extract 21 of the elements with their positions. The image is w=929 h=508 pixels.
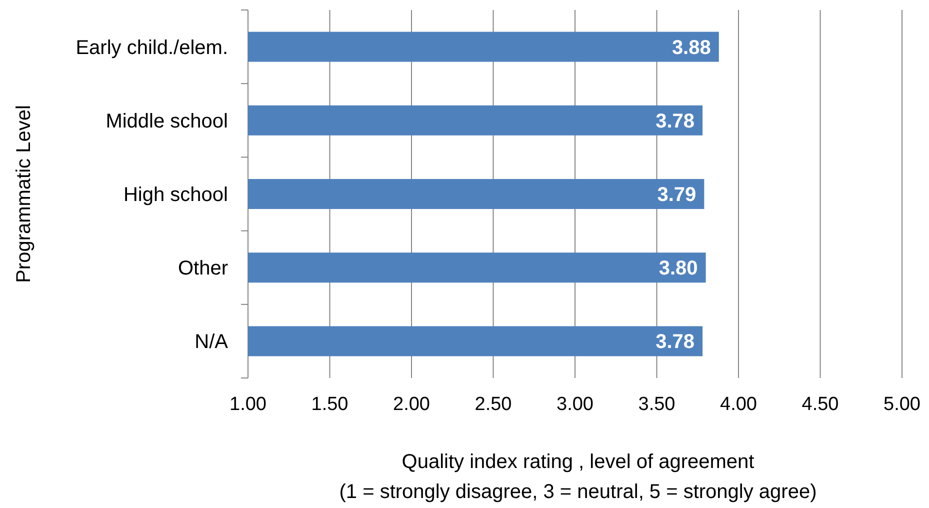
x-tick-label: 2.50 (474, 394, 512, 415)
x-tick-label: 4.00 (720, 394, 757, 415)
data-label: 3.79 (657, 184, 696, 206)
x-tick-label: 4.50 (802, 394, 839, 415)
y-tick-label: Middle school (106, 110, 228, 132)
y-tick-label: Early child./elem. (76, 36, 228, 59)
x-tick-label: 3.50 (638, 394, 676, 415)
data-label: 3.80 (658, 258, 698, 280)
data-label: 3.78 (656, 331, 695, 354)
y-tick-label: High school (123, 184, 228, 206)
x-tick-label: 1.50 (311, 394, 348, 415)
x-axis-title: Quality index rating , level of agreement (1 = strongly disagree, 3 = neutral, 5 = strongly agree) (339, 451, 817, 503)
y-tick-label: Other (178, 258, 228, 280)
x-tick-label: 3.00 (556, 394, 594, 415)
y-tick-label: N/A (194, 331, 229, 354)
data-label: 3.78 (656, 110, 695, 132)
data-label: 3.88 (672, 36, 711, 59)
x-tick-label: 5.00 (884, 394, 920, 415)
x-tick-label: 2.00 (393, 394, 430, 415)
y-axis-title: Programmatic Level (13, 105, 35, 283)
x-tick-label: 1.00 (230, 394, 266, 415)
